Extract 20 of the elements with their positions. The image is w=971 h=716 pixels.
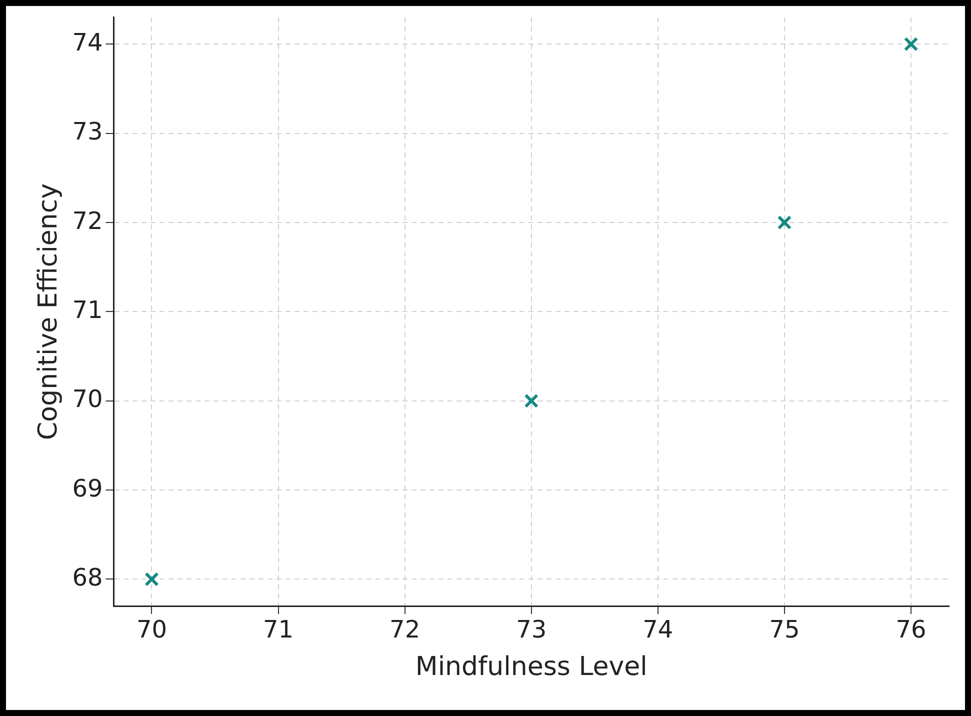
point	[777, 215, 792, 230]
x-axis-title: Mindfulness Level	[415, 652, 648, 682]
y-tick-label: 73	[72, 118, 103, 146]
point	[524, 394, 539, 408]
x-tick-label: 72	[390, 616, 420, 644]
x-tick-label: 75	[769, 616, 800, 644]
y-tick-label: 70	[72, 385, 103, 414]
y-tick-label: 74	[72, 28, 103, 56]
y-tick-label: 72	[72, 206, 103, 235]
x-tick-label: 76	[896, 616, 926, 644]
y-tick-label: 71	[72, 296, 103, 324]
x-tick-label: 74	[642, 616, 674, 644]
y-tick-label: 68	[72, 563, 103, 592]
point	[904, 37, 918, 52]
y-tick-label: 69	[72, 474, 103, 502]
x-tick-label: 71	[262, 616, 294, 644]
y-axis-title: Cognitive Efficiency	[33, 183, 64, 440]
point	[144, 572, 159, 586]
x-tick-label: 73	[516, 616, 547, 644]
x-tick-label: 70	[136, 616, 167, 644]
